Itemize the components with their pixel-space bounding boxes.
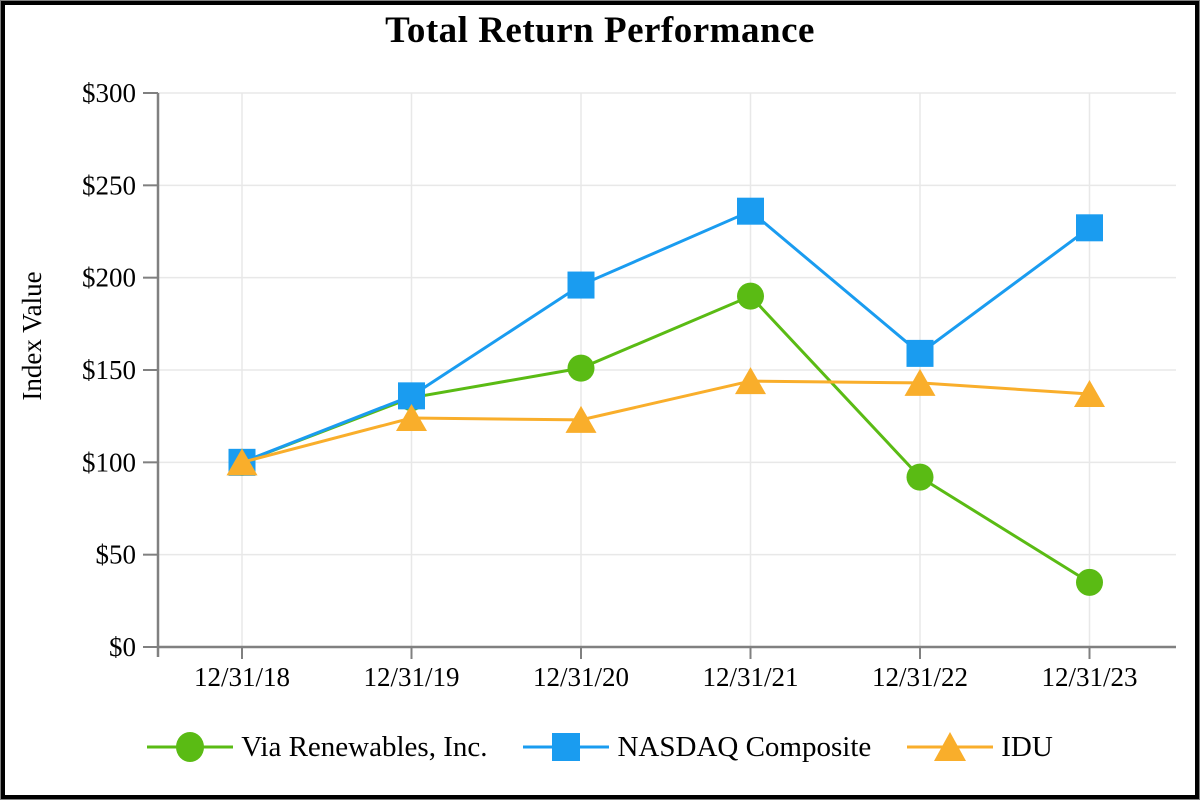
data-point-triangle [396, 404, 427, 432]
data-point-square [906, 339, 934, 367]
triangle-marker-icon [907, 732, 994, 761]
series-triangle [226, 367, 1105, 476]
legend-label: NASDAQ Composite [617, 730, 872, 763]
chart-title: Total Return Performance [385, 10, 815, 51]
y-tick-label: $100 [82, 447, 136, 477]
y-tick-label: $250 [82, 170, 136, 200]
axes [143, 92, 1176, 659]
x-tick-label: 12/31/20 [533, 662, 629, 692]
y-tick-labels: $0 $50 $100 $150 $200 $250 $300 [82, 78, 136, 662]
y-tick-label: $300 [82, 78, 136, 108]
data-point-triangle [1074, 380, 1105, 408]
x-tick-labels: 12/31/18 12/31/19 12/31/20 12/31/21 12/31/22… [194, 662, 1138, 692]
x-tick-label: 12/31/18 [194, 662, 290, 692]
legend-item-nasdaq-composite: NASDAQ Composite [523, 729, 871, 765]
data-point-circle [1076, 568, 1103, 596]
circle-marker-icon [147, 732, 234, 762]
y-axis-title: Index Value [17, 271, 47, 400]
data-point-triangle [735, 367, 766, 395]
series-circle [228, 282, 1103, 596]
legend-item-idu: IDU [907, 729, 1053, 765]
data-point-square [1076, 214, 1103, 242]
data-point-triangle [904, 368, 936, 396]
series-line [241, 294, 1091, 584]
y-tick-label: $0 [109, 632, 136, 662]
data-point-triangle [565, 405, 597, 433]
gridlines [158, 92, 1176, 647]
series-line [241, 209, 1091, 464]
y-tick-label: $200 [82, 263, 136, 293]
y-tick-label: $150 [82, 355, 136, 385]
data-point-circle [906, 463, 934, 491]
data-point-circle [737, 282, 764, 310]
series-line [241, 379, 1090, 464]
legend-item-via-renewables: Via Renewables, Inc. [147, 729, 487, 765]
x-tick-label: 12/31/21 [702, 662, 798, 692]
legend-label: Via Renewables, Inc. [241, 730, 488, 763]
data-point-circle [567, 354, 595, 382]
data-point-triangle [226, 448, 258, 476]
x-tick-label: 12/31/22 [872, 662, 968, 692]
chart-legend: Via Renewables, Inc. NASDAQ Composite ID… [1, 729, 1199, 765]
x-tick-label: 12/31/19 [363, 662, 459, 692]
y-tick-label: $50 [96, 540, 137, 570]
series-square [228, 197, 1103, 476]
data-point-square [567, 271, 595, 299]
data-point-square [737, 197, 764, 225]
x-tick-label: 12/31/23 [1041, 662, 1137, 692]
legend-label: IDU [1001, 730, 1053, 763]
square-marker-icon [523, 733, 610, 761]
